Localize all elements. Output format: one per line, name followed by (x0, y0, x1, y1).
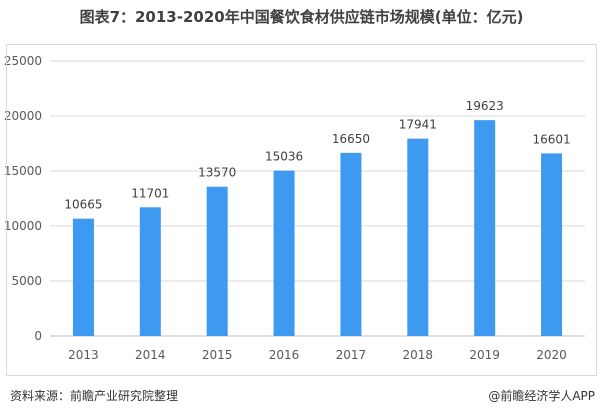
data-label: 17941 (399, 118, 437, 132)
x-tick-label: 2018 (403, 348, 434, 362)
y-tick-label: 5000 (11, 274, 42, 288)
bar-chart: 0 5000 10000 15000 20000 25000 10665 11701 1357… (4, 54, 585, 362)
bar (206, 186, 228, 336)
plot-frame (6, 44, 597, 376)
bar (273, 170, 295, 336)
chart-title: 图表7：2013-2020年中国餐饮食材供应链市场规模(单位：亿元) (79, 8, 524, 26)
y-tick-label: 0 (34, 329, 42, 343)
source-note: 资料来源：前瞻产业研究院整理 (10, 389, 179, 403)
x-tick-label: 2015 (202, 348, 233, 362)
y-tick-label: 20000 (4, 109, 42, 123)
data-label: 15036 (265, 150, 303, 164)
data-label: 13570 (198, 166, 236, 180)
bar (340, 152, 362, 336)
x-tick-label: 2020 (536, 348, 567, 362)
y-tick-label: 15000 (4, 164, 42, 178)
y-tick-label: 25000 (4, 54, 42, 68)
bar (407, 138, 429, 336)
x-tick-label: 2016 (269, 348, 300, 362)
data-labels: 10665 11701 13570 15036 16650 17941 19623 16601 (64, 99, 570, 212)
bar (541, 153, 563, 336)
x-tick-label: 2014 (135, 348, 166, 362)
data-label: 19623 (466, 99, 504, 113)
x-tick-label: 2017 (336, 348, 367, 362)
y-axis-ticks: 0 5000 10000 15000 20000 25000 (4, 54, 42, 343)
x-axis-ticks: 2013 2014 2015 2016 2017 2018 2019 2020 (68, 348, 567, 362)
y-tick-label: 10000 (4, 219, 42, 233)
data-label: 16601 (532, 132, 570, 146)
data-label: 16650 (332, 132, 370, 146)
data-label: 10665 (64, 198, 102, 212)
bar (474, 120, 496, 336)
bars (72, 120, 563, 336)
bar (72, 218, 94, 336)
x-tick-label: 2013 (68, 348, 99, 362)
gridlines (50, 60, 585, 337)
bar (139, 207, 161, 336)
credit-note: @前瞻经济学人APP (488, 389, 595, 403)
data-label: 11701 (131, 186, 169, 200)
x-tick-label: 2019 (469, 348, 500, 362)
